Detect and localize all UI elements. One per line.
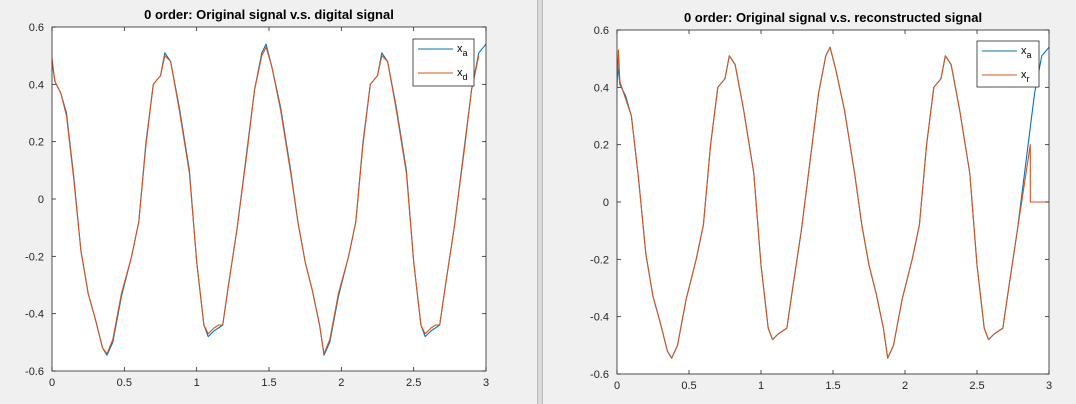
legend-label: xd — [457, 67, 468, 82]
legend-label: xa — [1021, 45, 1032, 60]
chart-original-vs-reconstructed: 0 0.5 1 1.5 2 2.5 3 0.6 0.4 0.2 0 -0.2 -0.4 -0.6 0 ord… — [590, 10, 1052, 392]
chart-title: 0 order: Original signal v.s. digital si… — [144, 7, 394, 22]
x-tick-label: 1 — [758, 380, 764, 392]
x-tick-label: 0 — [614, 380, 620, 392]
x-tick-label: 1 — [194, 377, 200, 389]
x-tick-label: 2.5 — [969, 380, 984, 392]
legend-box — [412, 38, 475, 87]
y-tick-label: 0.4 — [594, 82, 609, 94]
window-divider[interactable] — [537, 0, 543, 404]
x-tick-label: 0.5 — [117, 377, 132, 389]
y-tick-label: -0.4 — [590, 312, 609, 324]
x-tick-label: 3 — [1046, 380, 1052, 392]
x-tick-label: 3 — [483, 377, 489, 389]
y-tick-label: 0.2 — [594, 140, 609, 152]
y-tick-label: -0.2 — [590, 254, 609, 266]
legend-label: xa — [457, 43, 468, 58]
x-tick-label: 0.5 — [681, 380, 696, 392]
legend-label: xr — [1021, 69, 1030, 84]
y-tick-label: 0.2 — [29, 137, 44, 149]
chart-original-vs-digital: 0 0.5 1 1.5 2 2.5 3 0.6 0.4 0.2 0 -0.2 -0.4 -0.6 0 ord… — [25, 7, 489, 389]
x-tick-label: 0 — [49, 377, 55, 389]
y-tick-label: -0.2 — [25, 251, 44, 263]
chart-title: 0 order: Original signal v.s. reconstruc… — [684, 10, 982, 25]
x-tick-label: 1.5 — [261, 377, 276, 389]
x-tick-label: 2.5 — [406, 377, 421, 389]
y-tick-label: -0.6 — [590, 369, 609, 381]
figure-right: 0 0.5 1 1.5 2 2.5 3 0.6 0.4 0.2 0 -0.2 -0.4 -0.6 0 ord… — [543, 0, 1076, 404]
y-tick-label: 0.4 — [29, 79, 44, 91]
x-tick-label: 2 — [902, 380, 908, 392]
y-tick-label: -0.4 — [25, 309, 44, 321]
y-tick-label: 0.6 — [29, 22, 44, 34]
x-tick-label: 1.5 — [825, 380, 840, 392]
y-tick-label: 0.6 — [594, 25, 609, 37]
series-line-xr — [617, 46, 1049, 359]
legend-box — [976, 40, 1040, 88]
series-line-xd — [52, 46, 480, 355]
y-tick-label: 0 — [603, 197, 609, 209]
y-tick-label: 0 — [38, 194, 44, 206]
y-tick-label: -0.6 — [25, 366, 44, 378]
x-tick-label: 2 — [338, 377, 344, 389]
figure-left: 0 0.5 1 1.5 2 2.5 3 0.6 0.4 0.2 0 -0.2 -0.4 -0.6 0 ord… — [25, 7, 490, 389]
